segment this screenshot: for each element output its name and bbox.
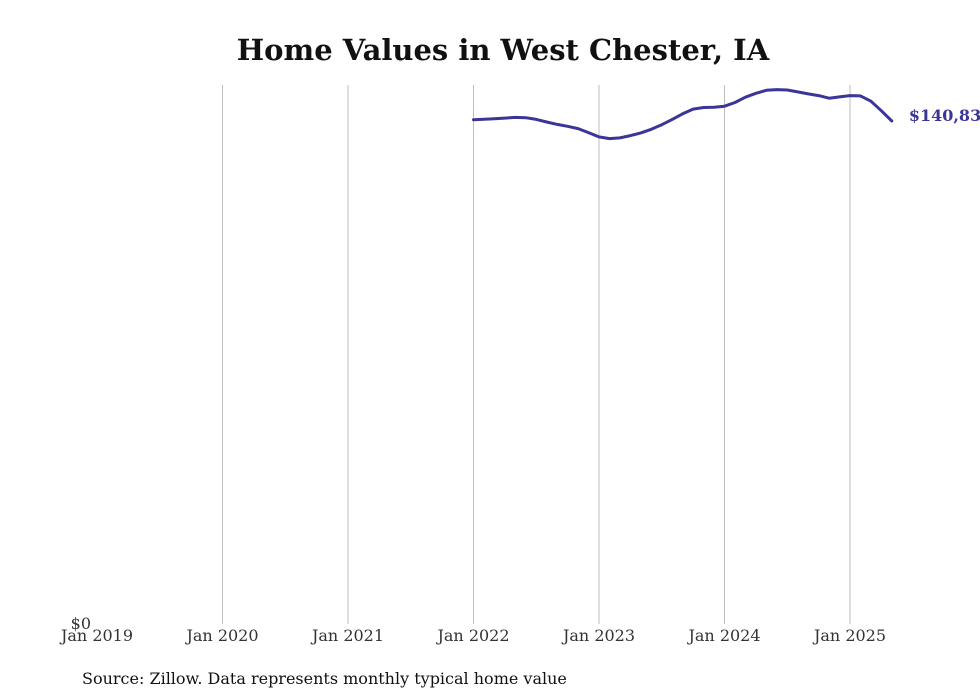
- x-tick-label: Jan 2024: [686, 626, 760, 645]
- source-note: Source: Zillow. Data represents monthly …: [82, 669, 567, 688]
- gridlines: [222, 85, 851, 624]
- y-tick-label: $0: [71, 614, 91, 633]
- chart-title: Home Values in West Chester, IA: [237, 33, 770, 67]
- x-tick-label: Jan 2023: [561, 626, 635, 645]
- x-tick-label: Jan 2021: [310, 626, 384, 645]
- x-tick-label: Jan 2022: [435, 626, 509, 645]
- x-tick-label: Jan 2020: [184, 626, 258, 645]
- x-axis-ticks: Jan 2019 Jan 2020 Jan 2021 Jan 2022 Jan 2023…: [59, 626, 886, 645]
- series-line: [472, 88, 894, 141]
- x-tick-label: Jan 2025: [812, 626, 886, 645]
- end-value-label: $140,830: [909, 106, 980, 125]
- y-axis-ticks: $0: [71, 614, 91, 633]
- x-tick-label: Jan 2019: [59, 626, 133, 645]
